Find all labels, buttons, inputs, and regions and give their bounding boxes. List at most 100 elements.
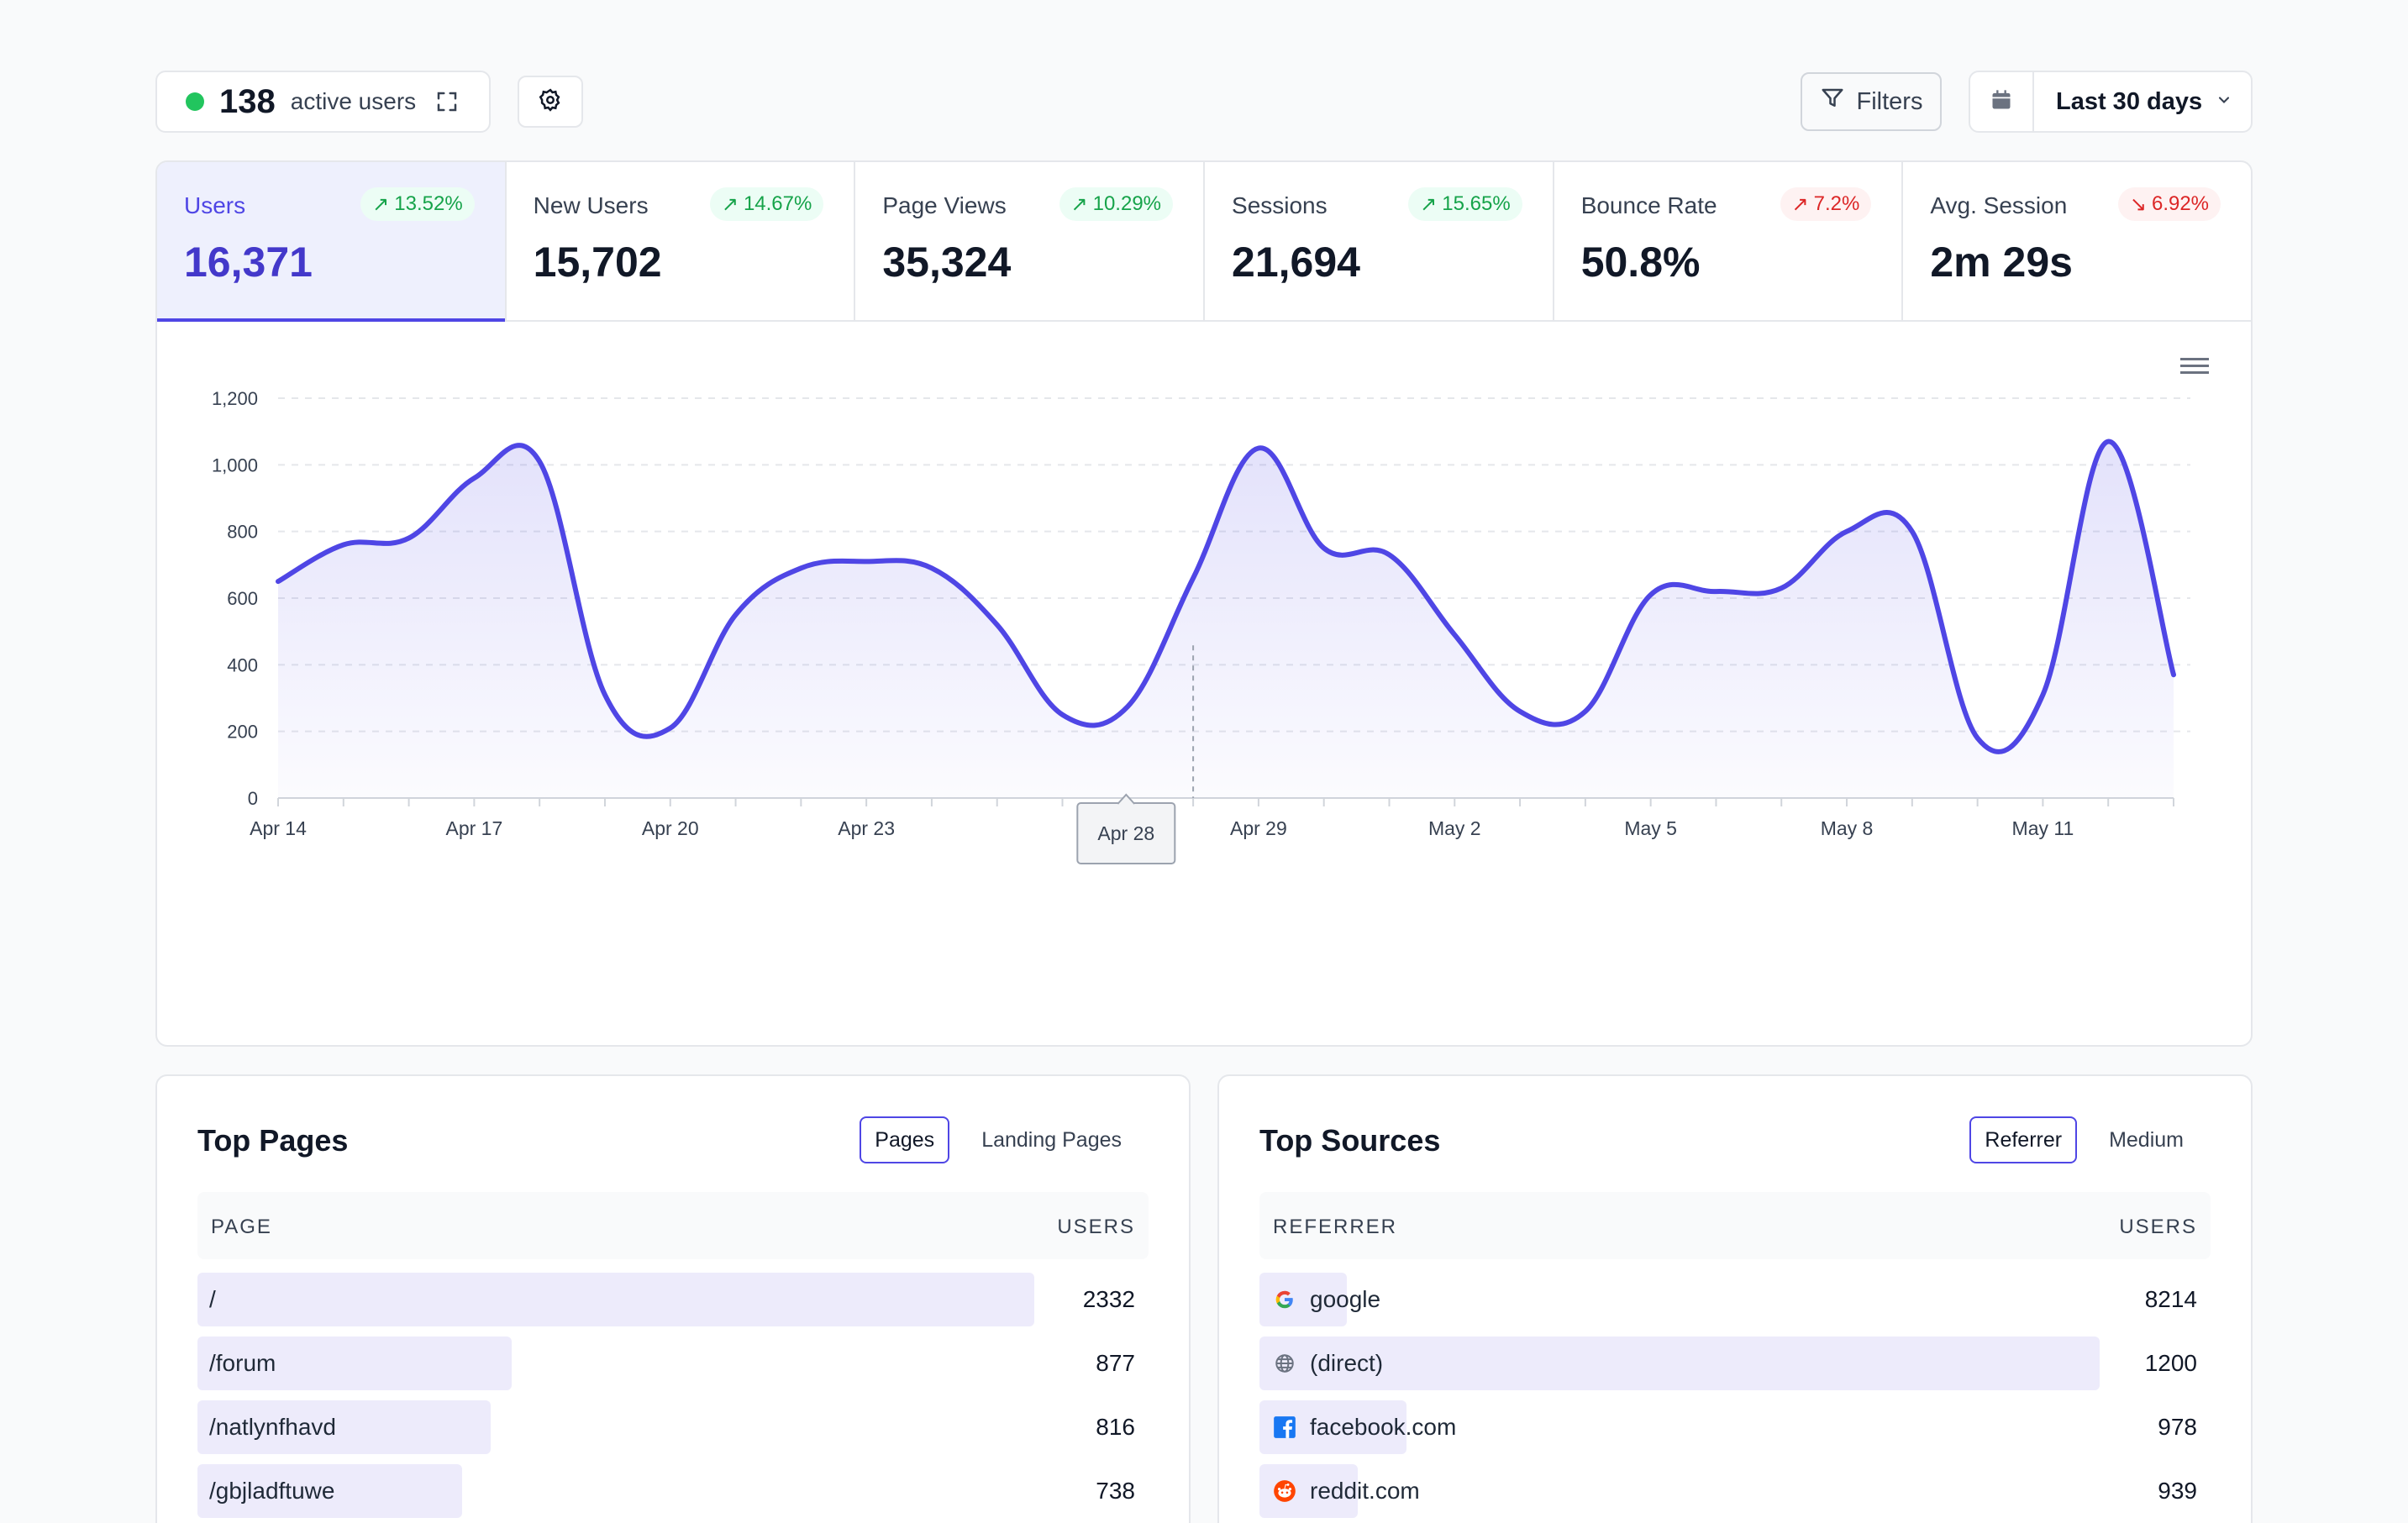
metric-users[interactable]: Users ↗ 13.52% 16,371 (157, 162, 507, 322)
y-tick-label: 1,000 (212, 454, 258, 475)
metrics-row: Users ↗ 13.52% 16,371 New Users ↗ 14.67% 1… (157, 162, 2251, 322)
trend-down-icon: ↘ (2129, 192, 2147, 216)
x-tick-label: May 2 (1428, 817, 1481, 839)
y-tick-label: 1,200 (212, 388, 258, 409)
row-label: facebook.com (1271, 1414, 1456, 1441)
chart-menu-icon[interactable] (2180, 355, 2209, 377)
metric-page-views[interactable]: Page Views ↗ 10.29% 35,324 (855, 162, 1206, 320)
active-users-widget[interactable]: 138 active users (155, 71, 491, 133)
column-header-users: USERS (2119, 1216, 2197, 1238)
metric-label: Page Views (882, 192, 1007, 218)
row-label: google (1271, 1286, 1380, 1313)
users-area-chart: 0 200 400 600 800 1,000 1,200 Apr 14 Apr 17 Apr 2… (212, 388, 2190, 864)
row-label: /forum (209, 1350, 276, 1377)
column-header-users: USERS (1057, 1216, 1135, 1238)
metric-value: 21,694 (1232, 239, 1360, 286)
table-header: PAGE USERS (197, 1192, 1149, 1259)
top-sources-panel: Top Sources Referrer Medium REFERRER USE… (1217, 1074, 2253, 1523)
expand-icon[interactable] (434, 89, 460, 114)
facebook-icon (1271, 1414, 1298, 1441)
reddit-icon (1271, 1478, 1298, 1505)
overview-card: Users ↗ 13.52% 16,371 New Users ↗ 14.67% 1… (155, 160, 2253, 1047)
metric-label: New Users (533, 192, 649, 218)
series-area (278, 441, 2174, 798)
change-value: 14.67% (743, 192, 812, 215)
x-tick-label: Apr 23 (838, 817, 895, 839)
table-row[interactable]: /gbjladftuwe 738 (197, 1464, 1149, 1518)
row-label: / (209, 1286, 216, 1313)
active-users-label: active users (290, 88, 417, 114)
table-row[interactable]: google 8214 (1259, 1273, 2211, 1326)
metric-value: 2m 29s (1930, 239, 2073, 286)
row-bar (197, 1464, 462, 1518)
metric-value: 35,324 (882, 239, 1012, 286)
y-tick-label: 800 (227, 522, 258, 543)
tab-pages[interactable]: Pages (860, 1116, 950, 1163)
date-range-label: Last 30 days (2056, 87, 2203, 115)
calendar-icon (1990, 88, 2013, 116)
row-label-text: facebook.com (1310, 1414, 1457, 1440)
trend-up-icon: ↗ (1791, 192, 1809, 216)
change-badge: ↗ 13.52% (360, 187, 475, 221)
filter-icon (1820, 86, 1845, 118)
change-badge: ↗ 14.67% (709, 187, 824, 221)
date-range-picker[interactable]: Last 30 days (1969, 71, 2253, 133)
top-pages-panel: Top Pages Pages Landing Pages PAGE USERS… (155, 1074, 1191, 1523)
y-tick-label: 0 (248, 788, 258, 809)
series-line (276, 439, 2176, 754)
row-label-text: (direct) (1310, 1350, 1384, 1376)
top-toolbar: 138 active users Filters Last 30 days (155, 71, 2253, 133)
table-row[interactable]: facebook.com 978 (1259, 1400, 2211, 1454)
change-value: 13.52% (394, 192, 463, 215)
calendar-button[interactable] (1970, 72, 2034, 131)
row-label-text: /gbjladftuwe (209, 1478, 335, 1504)
pages-tabs: Pages Landing Pages (860, 1116, 1149, 1163)
tooltip-arrow (1117, 793, 1136, 805)
table-row[interactable]: /forum 877 (197, 1337, 1149, 1390)
row-label-text: google (1310, 1286, 1381, 1312)
panel-title: Top Pages (197, 1123, 349, 1158)
table-row[interactable]: /natlynfhavd 816 (197, 1400, 1149, 1454)
active-users-count: 138 (219, 82, 276, 120)
metric-value: 16,371 (184, 239, 313, 286)
metric-label: Sessions (1232, 192, 1328, 218)
change-value: 10.29% (1092, 192, 1162, 215)
change-value: 7.2% (1813, 192, 1860, 215)
metric-value: 15,702 (533, 239, 662, 286)
tab-referrer[interactable]: Referrer (1969, 1116, 2078, 1163)
tab-medium[interactable]: Medium (2109, 1127, 2184, 1152)
row-bar (197, 1273, 1034, 1326)
row-label-text: /forum (209, 1350, 276, 1376)
google-icon (1271, 1286, 1298, 1313)
panel-title: Top Sources (1259, 1123, 1441, 1158)
x-tick-label: May 5 (1624, 817, 1677, 839)
sources-tabs: Referrer Medium (1969, 1116, 2211, 1163)
y-tick-label: 200 (227, 722, 258, 743)
metric-label: Bounce Rate (1580, 192, 1717, 218)
filters-button[interactable]: Filters (1801, 72, 1942, 131)
x-tick-label: Apr 20 (642, 817, 699, 839)
gear-icon (538, 87, 563, 117)
globe-icon (1271, 1350, 1298, 1377)
tab-landing-pages[interactable]: Landing Pages (981, 1127, 1122, 1152)
table-row[interactable]: (direct) 1200 (1259, 1337, 2211, 1390)
change-badge: ↗ 15.65% (1408, 187, 1522, 221)
metric-avg-session[interactable]: Avg. Session ↘ 6.92% 2m 29s (1903, 162, 2251, 320)
row-value: 738 (1096, 1478, 1135, 1504)
table-row[interactable]: / 2332 (197, 1273, 1149, 1326)
metric-new-users[interactable]: New Users ↗ 14.67% 15,702 (507, 162, 856, 320)
live-status-dot (186, 92, 204, 111)
trend-up-icon: ↗ (372, 192, 390, 216)
settings-button[interactable] (518, 76, 583, 128)
tooltip-label: Apr 28 (1097, 822, 1154, 844)
column-header-page: PAGE (211, 1216, 272, 1238)
change-badge: ↗ 10.29% (1059, 187, 1174, 221)
change-badge: ↘ 6.92% (2117, 187, 2221, 221)
metric-bounce-rate[interactable]: Bounce Rate ↗ 7.2% 50.8% (1554, 162, 1904, 320)
row-label: /natlynfhavd (209, 1414, 336, 1441)
y-tick-label: 400 (227, 654, 258, 675)
metric-sessions[interactable]: Sessions ↗ 15.65% 21,694 (1205, 162, 1554, 320)
x-tick-label: May 11 (2012, 817, 2074, 839)
row-value: 939 (2158, 1478, 2197, 1504)
table-row[interactable]: reddit.com 939 (1259, 1464, 2211, 1518)
